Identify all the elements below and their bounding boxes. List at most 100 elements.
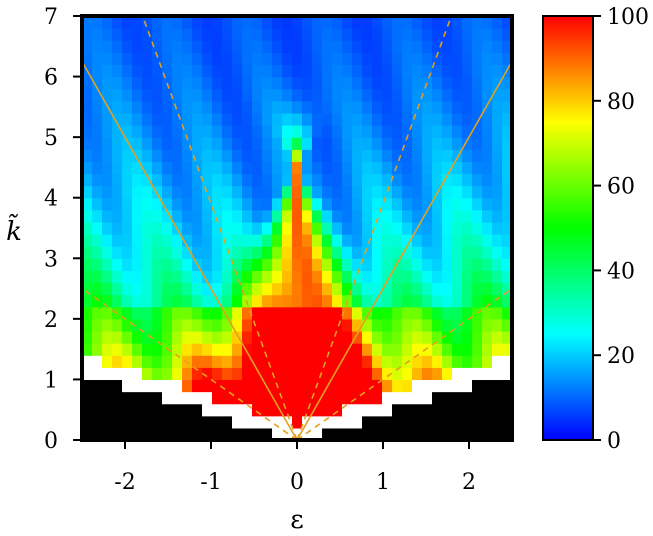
heatmap-cell xyxy=(482,306,493,320)
heatmap-cell xyxy=(502,40,512,53)
heatmap-cell xyxy=(82,343,93,356)
heatmap-cell xyxy=(492,343,503,356)
heatmap-cell xyxy=(302,379,313,393)
heatmap-cell xyxy=(322,355,333,368)
heatmap-cell xyxy=(282,258,293,271)
heatmap-cell xyxy=(402,100,413,114)
heatmap-cell xyxy=(352,355,363,368)
heatmap-cell xyxy=(132,234,143,247)
heatmap-cell xyxy=(422,88,433,102)
heatmap-cell xyxy=(172,197,183,211)
heatmap-cell xyxy=(462,343,473,356)
heatmap-cell xyxy=(262,100,273,114)
heatmap-cell xyxy=(362,330,373,344)
heatmap-cell xyxy=(92,330,103,344)
heatmap-cell xyxy=(422,28,433,41)
heatmap-cell xyxy=(422,64,433,78)
heatmap-cell xyxy=(102,149,113,162)
heatmap-cell xyxy=(302,343,313,356)
heatmap-cell xyxy=(322,185,333,199)
heatmap-cell xyxy=(392,64,403,78)
heatmap-cell xyxy=(332,185,343,199)
heatmap-cell xyxy=(372,343,383,356)
heatmap-cell xyxy=(322,234,333,247)
heatmap-cell xyxy=(162,52,173,66)
heatmap-cell xyxy=(242,391,253,405)
heatmap-cell xyxy=(92,112,103,126)
heatmap-cell xyxy=(412,415,423,429)
heatmap-cell xyxy=(442,379,453,393)
heatmap-cell xyxy=(442,112,453,126)
heatmap-cell xyxy=(142,173,153,187)
heatmap-cell xyxy=(412,258,423,271)
heatmap-cell xyxy=(352,76,363,90)
heatmap-cell xyxy=(422,197,433,211)
heatmap-cell xyxy=(212,343,223,356)
heatmap-cell xyxy=(172,234,183,247)
heatmap-cell xyxy=(182,306,193,320)
heatmap-cell xyxy=(82,355,93,368)
heatmap-cell xyxy=(312,367,323,381)
heatmap-cell xyxy=(152,100,163,114)
heatmap-cell xyxy=(142,221,153,235)
heatmap-cell xyxy=(442,427,453,440)
heatmap-cell xyxy=(122,64,133,78)
heatmap-cell xyxy=(322,100,333,114)
heatmap-cell xyxy=(222,137,233,150)
heatmap-cell xyxy=(252,40,263,53)
heatmap-cell xyxy=(252,173,263,187)
heatmap-cell xyxy=(362,403,373,417)
heatmap-cell xyxy=(422,355,433,368)
heatmap-cell xyxy=(302,64,313,78)
heatmap-cell xyxy=(182,391,193,405)
heatmap-cell xyxy=(472,149,483,162)
heatmap-cell xyxy=(282,197,293,211)
heatmap-cell xyxy=(152,355,163,368)
heatmap-cell xyxy=(212,100,223,114)
y-tick-label: 1 xyxy=(44,368,58,393)
heatmap-cell xyxy=(332,137,343,150)
heatmap-cell xyxy=(262,282,273,296)
heatmap-cell xyxy=(272,209,283,223)
heatmap-cell xyxy=(312,391,323,405)
heatmap-cell xyxy=(412,209,423,223)
heatmap-cell xyxy=(162,379,173,393)
heatmap-cell xyxy=(412,149,423,162)
heatmap-cell xyxy=(302,246,313,259)
heatmap-cell xyxy=(102,306,113,320)
heatmap-cell xyxy=(362,258,373,271)
heatmap-cell xyxy=(282,294,293,308)
heatmap-cell xyxy=(372,40,383,53)
heatmap-cell xyxy=(82,258,93,271)
heatmap-cell xyxy=(302,112,313,126)
heatmap-cell xyxy=(162,197,173,211)
heatmap-cell xyxy=(212,391,223,405)
heatmap-cell xyxy=(322,294,333,308)
heatmap-cell xyxy=(152,270,163,284)
heatmap-cell xyxy=(292,367,303,381)
colorbar xyxy=(542,15,594,441)
heatmap-cell xyxy=(252,185,263,199)
heatmap-cell xyxy=(192,403,203,417)
heatmap-cell xyxy=(262,112,273,126)
heatmap-cell xyxy=(352,234,363,247)
heatmap-cell xyxy=(212,40,223,53)
heatmap-cell xyxy=(362,173,373,187)
heatmap-cell xyxy=(482,403,493,417)
heatmap-cell xyxy=(352,28,363,41)
heatmap-cell xyxy=(272,40,283,53)
heatmap-cell xyxy=(272,161,283,175)
heatmap-cell xyxy=(492,88,503,102)
heatmap-cell xyxy=(152,294,163,308)
heatmap-cell xyxy=(402,415,413,429)
heatmap-cell xyxy=(132,270,143,284)
heatmap-cell xyxy=(372,16,383,29)
heatmap-cell xyxy=(502,161,512,175)
heatmap-cell xyxy=(292,28,303,41)
heatmap-cell xyxy=(192,125,203,138)
heatmap-cell xyxy=(272,28,283,41)
heatmap-cell xyxy=(342,137,353,150)
heatmap-cell xyxy=(232,258,243,271)
heatmap-cell xyxy=(392,185,403,199)
